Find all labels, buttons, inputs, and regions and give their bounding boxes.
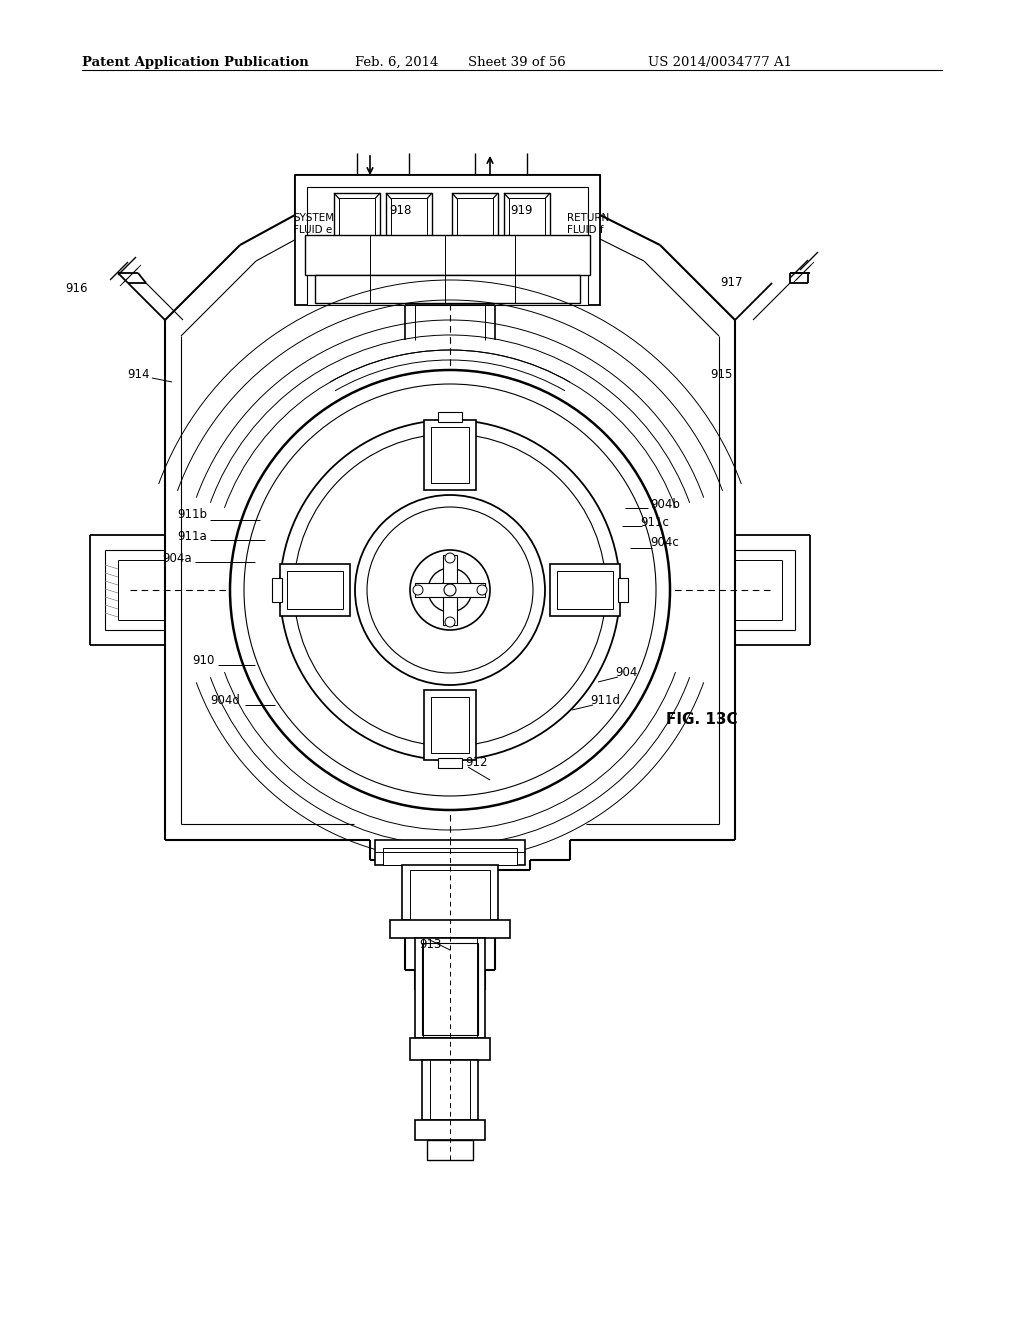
Bar xyxy=(315,275,580,304)
Text: 911b: 911b xyxy=(177,508,207,521)
Text: 918: 918 xyxy=(389,203,412,216)
Text: Sheet 39 of 56: Sheet 39 of 56 xyxy=(468,55,565,69)
Text: 904b: 904b xyxy=(650,499,680,511)
Text: SYSTEM: SYSTEM xyxy=(293,213,334,223)
Circle shape xyxy=(294,434,606,746)
Bar xyxy=(390,920,510,939)
Bar xyxy=(422,942,478,1035)
Bar xyxy=(272,578,282,602)
Bar xyxy=(504,193,550,246)
Circle shape xyxy=(428,568,472,612)
Circle shape xyxy=(230,370,670,810)
Circle shape xyxy=(445,553,455,564)
Bar xyxy=(438,758,462,768)
Circle shape xyxy=(440,579,460,601)
Bar xyxy=(410,1038,490,1060)
Text: FLUID e: FLUID e xyxy=(293,224,332,235)
Bar xyxy=(287,572,343,609)
Circle shape xyxy=(280,420,620,760)
Text: 916: 916 xyxy=(66,281,88,294)
Text: 915: 915 xyxy=(710,368,732,381)
Circle shape xyxy=(445,616,455,627)
Text: 917: 917 xyxy=(720,276,742,289)
Bar xyxy=(307,187,588,305)
Text: 911c: 911c xyxy=(640,516,669,529)
Text: US 2014/0034777 A1: US 2014/0034777 A1 xyxy=(648,55,792,69)
Circle shape xyxy=(413,585,423,595)
Bar xyxy=(402,865,498,920)
Bar xyxy=(550,564,620,616)
Text: 904d: 904d xyxy=(210,693,240,706)
Text: 904: 904 xyxy=(615,665,637,678)
Bar xyxy=(457,198,493,240)
Bar xyxy=(410,870,490,920)
Bar xyxy=(386,193,432,246)
Circle shape xyxy=(367,507,534,673)
Text: 904c: 904c xyxy=(650,536,679,549)
Text: RETURN: RETURN xyxy=(567,213,609,223)
Text: 914: 914 xyxy=(128,368,150,381)
Circle shape xyxy=(444,583,456,597)
Text: 919: 919 xyxy=(510,203,532,216)
Bar xyxy=(438,412,462,422)
Bar xyxy=(295,176,600,305)
Bar xyxy=(443,554,457,624)
Bar xyxy=(427,1140,473,1160)
Circle shape xyxy=(477,585,487,595)
Text: FLUID f: FLUID f xyxy=(567,224,603,235)
Text: 911a: 911a xyxy=(177,529,207,543)
Text: FIG. 13C: FIG. 13C xyxy=(666,713,737,727)
Bar xyxy=(509,198,545,240)
Bar xyxy=(415,939,485,1038)
Text: 913: 913 xyxy=(419,939,441,952)
Bar xyxy=(415,1119,485,1140)
Bar xyxy=(391,198,427,240)
Text: 912: 912 xyxy=(465,755,487,768)
Bar xyxy=(375,840,525,865)
Bar xyxy=(383,847,517,865)
Bar xyxy=(334,193,380,246)
Bar xyxy=(557,572,613,609)
Bar xyxy=(431,697,469,752)
Bar xyxy=(618,578,628,602)
Bar xyxy=(280,564,350,616)
Text: 910: 910 xyxy=(193,653,215,667)
Bar xyxy=(424,420,476,490)
Text: 911d: 911d xyxy=(590,693,620,706)
Bar xyxy=(415,583,485,597)
Text: Feb. 6, 2014: Feb. 6, 2014 xyxy=(355,55,438,69)
Bar xyxy=(339,198,375,240)
Text: Patent Application Publication: Patent Application Publication xyxy=(82,55,309,69)
Bar xyxy=(422,1060,478,1119)
Circle shape xyxy=(244,384,656,796)
Text: 904a: 904a xyxy=(163,552,193,565)
Bar xyxy=(305,235,590,275)
Bar xyxy=(452,193,498,246)
Circle shape xyxy=(355,495,545,685)
Bar xyxy=(424,690,476,760)
Bar xyxy=(431,426,469,483)
Circle shape xyxy=(410,550,490,630)
